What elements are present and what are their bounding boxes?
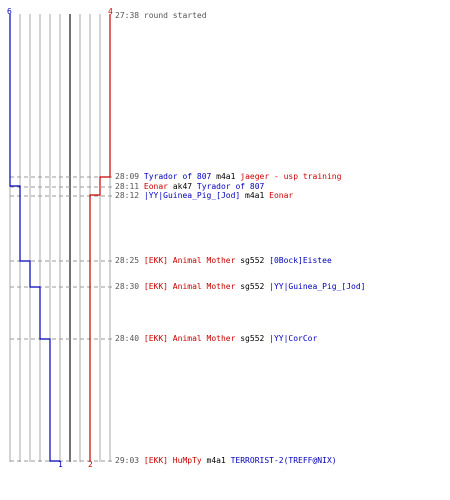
player-name: Tyrador of 807 <box>143 172 212 181</box>
player-name: |YY|CorCor <box>269 334 318 343</box>
weapon-name: m4a1 <box>201 456 231 465</box>
log-time: 28:09 <box>115 172 144 181</box>
log-entry: 28:25 [EKK] Animal Mother sg552 [0Bock]E… <box>115 256 332 266</box>
log-time: 28:25 <box>115 256 144 265</box>
ct-start-count: 6 <box>7 7 12 16</box>
log-time: 29:03 <box>115 456 144 465</box>
log-time: 28:11 <box>115 182 144 191</box>
t-alive-line <box>89 14 111 461</box>
log-entry: 28:11 Eonar ak47 Tyrador of 807 <box>115 182 264 192</box>
weapon-name: sg552 <box>235 282 270 291</box>
log-entry: 28:12 |YY|Guinea_Pig_[Jod] m4a1 Eonar <box>115 191 293 201</box>
log-message: round started <box>143 11 207 20</box>
player-name: jaeger - usp training <box>240 172 342 181</box>
player-name: |YY|Guinea_Pig_[Jod] <box>143 191 241 200</box>
player-name: [EKK] Animal Mother <box>143 334 236 343</box>
player-name: TERRORIST-2(TREFF@NIX) <box>230 456 337 465</box>
weapon-name: sg552 <box>235 256 270 265</box>
player-name: [EKK] HuMpTy <box>143 456 202 465</box>
player-name: [EKK] Animal Mother <box>143 256 236 265</box>
t-end-count: 2 <box>88 460 93 469</box>
t-start-count: 4 <box>108 7 113 16</box>
ct-alive-line <box>9 14 60 462</box>
player-name: Eonar <box>269 191 294 200</box>
log-time: 28:30 <box>115 282 144 291</box>
player-name: Tyrador of 807 <box>196 182 265 191</box>
player-name: [0Bock]Eistee <box>269 256 332 265</box>
log-entry: 28:09 Tyrador of 807 m4a1 jaeger - usp t… <box>115 172 341 182</box>
log-time: 28:12 <box>115 191 144 200</box>
player-name: |YY|Guinea_Pig_[Jod] <box>269 282 366 291</box>
log-time: 28:40 <box>115 334 144 343</box>
log-time: 27:38 <box>115 11 144 20</box>
player-name: Eonar <box>143 182 168 191</box>
ct-end-count: 1 <box>58 460 63 469</box>
log-entry: 28:40 [EKK] Animal Mother sg552 |YY|CorC… <box>115 334 317 344</box>
log-entry: 27:38 round started <box>115 11 207 21</box>
weapon-name: ak47 <box>168 182 197 191</box>
log-entry: 29:03 [EKK] HuMpTy m4a1 TERRORIST-2(TREF… <box>115 456 337 466</box>
weapon-name: m4a1 <box>240 191 270 200</box>
log-entry: 28:30 [EKK] Animal Mother sg552 |YY|Guin… <box>115 282 365 292</box>
weapon-name: sg552 <box>235 334 270 343</box>
player-name: [EKK] Animal Mother <box>143 282 236 291</box>
weapon-name: m4a1 <box>211 172 241 181</box>
